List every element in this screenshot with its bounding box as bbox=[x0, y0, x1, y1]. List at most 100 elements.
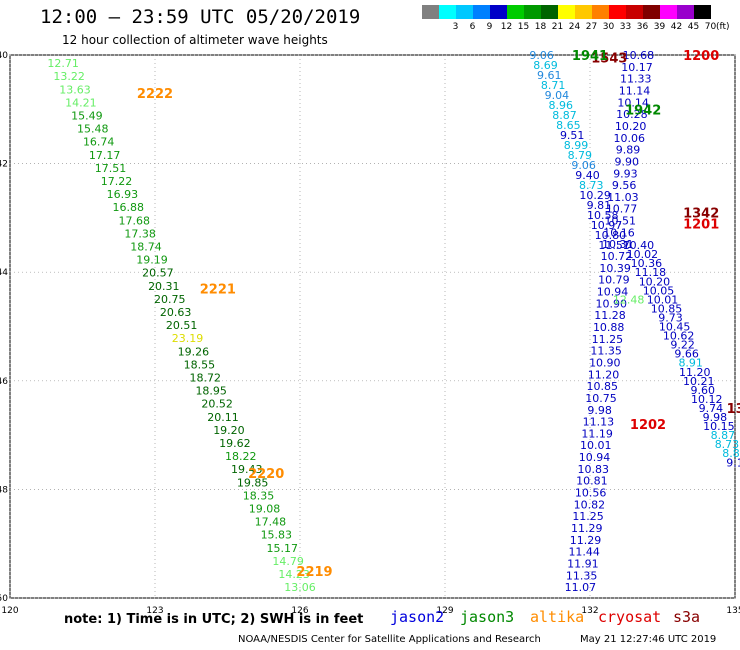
wave-height-value: 11.57 bbox=[598, 239, 630, 252]
wave-height-value: 10.45 bbox=[659, 321, 691, 334]
wave-height-value: 18.35 bbox=[243, 489, 275, 502]
wave-height-value: 10.15 bbox=[703, 420, 735, 433]
scale-label: 42 bbox=[670, 22, 683, 32]
wave-height-value: 10.79 bbox=[598, 274, 630, 287]
legend-altika: altika bbox=[530, 608, 585, 626]
wave-height-value: 8.79 bbox=[568, 149, 593, 162]
wave-height-value: 12.71 bbox=[47, 57, 79, 70]
pass-time-label: 1202 bbox=[630, 418, 666, 433]
wave-height-value: 9.66 bbox=[674, 348, 699, 361]
wave-height-value: 10.85 bbox=[651, 302, 683, 315]
footer-note: note: 1) Time is in UTC; 2) SWH is in fe… bbox=[64, 612, 364, 627]
wave-height-value: 8.87 bbox=[711, 429, 736, 442]
legend-s3a: s3a bbox=[673, 608, 701, 626]
lon-tick-label: 132 bbox=[581, 606, 598, 616]
wave-height-value: 8.87 bbox=[552, 109, 577, 122]
lon-tick-label: 135 bbox=[726, 606, 740, 616]
wave-height-value: 10.82 bbox=[574, 498, 606, 511]
wave-height-value: 11.29 bbox=[571, 522, 603, 535]
wave-height-value: 11.07 bbox=[565, 581, 597, 594]
pass-time-label: 1543 bbox=[591, 52, 627, 67]
pass-time-label: 1341 bbox=[727, 402, 740, 417]
wave-height-value: 10.01 bbox=[647, 293, 679, 306]
wave-height-value: 9.98 bbox=[587, 404, 612, 417]
wave-height-value: 11.91 bbox=[567, 557, 599, 570]
wave-height-value: 9.60 bbox=[691, 384, 716, 397]
wave-height-value: 10.17 bbox=[621, 61, 653, 74]
wave-height-value: 9.61 bbox=[537, 69, 562, 82]
wave-height-value: 8.69 bbox=[533, 59, 558, 72]
wave-height-value: 20.11 bbox=[207, 411, 239, 424]
scale-swatch bbox=[677, 5, 694, 19]
wave-height-value: 14.21 bbox=[65, 96, 97, 109]
wave-height-value: 11.18 bbox=[635, 266, 667, 279]
wave-height-value: 10.36 bbox=[631, 257, 663, 270]
lon-tick-label: 123 bbox=[146, 606, 163, 616]
wave-height-value: 9.06 bbox=[571, 159, 596, 172]
wave-height-value: 18.22 bbox=[225, 450, 257, 463]
scale-swatch bbox=[524, 5, 541, 19]
wave-height-value: 9.22 bbox=[670, 339, 695, 352]
lat-tick-label: -48 bbox=[0, 485, 8, 495]
wave-height-value: 13.06 bbox=[284, 581, 316, 594]
wave-height-value: 9.56 bbox=[612, 179, 637, 192]
wave-height-value: 10.51 bbox=[605, 215, 637, 228]
scale-swatch bbox=[507, 5, 524, 19]
wave-height-value: 20.51 bbox=[166, 319, 198, 332]
wave-height-value: 10.88 bbox=[593, 321, 625, 334]
scale-swatch bbox=[422, 5, 439, 19]
wave-height-value: 10.58 bbox=[587, 209, 619, 222]
wave-height-value: 17.51 bbox=[95, 162, 127, 175]
scale-swatch bbox=[575, 5, 592, 19]
wave-height-value: 10.85 bbox=[586, 380, 618, 393]
wave-height-value: 15.17 bbox=[266, 542, 298, 555]
scale-unit: (ft) bbox=[716, 22, 730, 32]
wave-height-value: 10.16 bbox=[603, 226, 635, 239]
wave-height-value: 10.83 bbox=[577, 463, 609, 476]
pass-time-label: 1342 bbox=[683, 206, 719, 221]
wave-height-value: 10.94 bbox=[579, 451, 611, 464]
wave-height-value: 10.06 bbox=[614, 132, 646, 145]
wave-height-value: 10.94 bbox=[597, 286, 629, 299]
wave-height-value: 16.93 bbox=[107, 188, 139, 201]
wave-height-value: 10.39 bbox=[599, 262, 631, 275]
wave-height-value: 11.25 bbox=[592, 333, 624, 346]
scale-label: 15 bbox=[517, 22, 530, 32]
wave-height-value: 9.89 bbox=[616, 144, 641, 157]
wave-height-value: 10.90 bbox=[596, 297, 628, 310]
wave-height-value: 10.81 bbox=[576, 475, 608, 488]
wave-height-value: 19.62 bbox=[219, 437, 251, 450]
wave-height-value: 20.57 bbox=[142, 267, 174, 280]
lat-tick-label: -40 bbox=[0, 51, 8, 61]
wave-height-value: 19.26 bbox=[178, 345, 210, 358]
wave-height-value: 17.17 bbox=[89, 149, 121, 162]
wave-height-value: 19.20 bbox=[213, 424, 245, 437]
wave-height-value: 10.75 bbox=[585, 392, 617, 405]
wave-height-value: 10.77 bbox=[606, 203, 638, 216]
wave-height-value: 9.51 bbox=[560, 129, 585, 142]
pass-time-label: 2222 bbox=[137, 87, 173, 102]
wave-height-value: 18.95 bbox=[195, 385, 227, 398]
wave-height-value: 10.05 bbox=[643, 284, 675, 297]
wave-height-value: 19.08 bbox=[249, 503, 281, 516]
lat-tick-label: -50 bbox=[0, 594, 8, 604]
scale-label: 33 bbox=[619, 22, 632, 32]
wave-height-value: 11.35 bbox=[590, 345, 622, 358]
scale-label: 24 bbox=[568, 22, 581, 32]
lat-tick-label: -42 bbox=[0, 160, 8, 170]
wave-height-value: 19.85 bbox=[237, 476, 269, 489]
wave-height-value: 8.8 bbox=[722, 447, 740, 460]
scale-label: 27 bbox=[585, 22, 598, 32]
legend-cryosat: cryosat bbox=[598, 608, 662, 626]
scale-label: 36 bbox=[636, 22, 649, 32]
pass-time-label: 2221 bbox=[200, 282, 236, 297]
lat-tick-label: -44 bbox=[0, 268, 8, 278]
wave-height-value: 11.03 bbox=[607, 191, 639, 204]
lon-tick-label: 129 bbox=[436, 606, 453, 616]
legend-jason3: jason3 bbox=[460, 608, 515, 626]
wave-height-value: 8.73 bbox=[715, 438, 740, 451]
wave-height-value: 15.49 bbox=[71, 110, 103, 123]
scale-swatch bbox=[592, 5, 609, 19]
wave-height-value: 10.40 bbox=[623, 239, 655, 252]
wave-height-value: 10.02 bbox=[627, 248, 659, 261]
